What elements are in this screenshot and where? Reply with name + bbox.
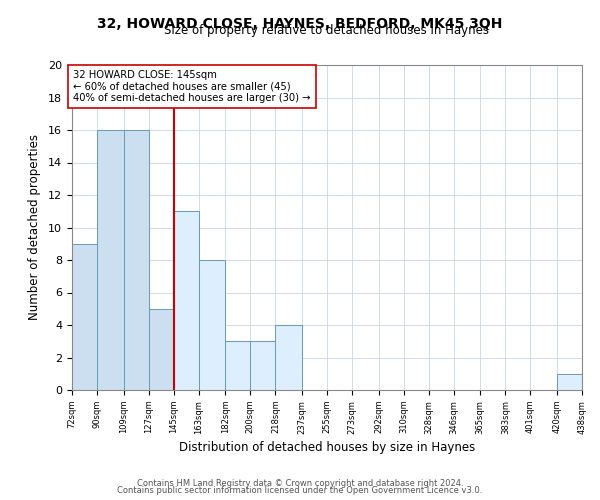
Bar xyxy=(557,374,582,390)
Bar xyxy=(225,341,250,390)
Text: Contains public sector information licensed under the Open Government Licence v3: Contains public sector information licen… xyxy=(118,486,482,495)
Text: Contains HM Land Registry data © Crown copyright and database right 2024.: Contains HM Land Registry data © Crown c… xyxy=(137,478,463,488)
X-axis label: Distribution of detached houses by size in Haynes: Distribution of detached houses by size … xyxy=(179,440,475,454)
Text: 32 HOWARD CLOSE: 145sqm
← 60% of detached houses are smaller (45)
40% of semi-de: 32 HOWARD CLOSE: 145sqm ← 60% of detache… xyxy=(73,70,311,103)
Bar xyxy=(124,130,149,390)
Title: Size of property relative to detached houses in Haynes: Size of property relative to detached ho… xyxy=(164,24,490,38)
Bar xyxy=(199,260,225,390)
Bar xyxy=(174,211,199,390)
Y-axis label: Number of detached properties: Number of detached properties xyxy=(28,134,41,320)
Bar xyxy=(149,308,174,390)
Bar xyxy=(275,325,302,390)
Bar xyxy=(72,244,97,390)
Bar xyxy=(250,341,275,390)
Text: 32, HOWARD CLOSE, HAYNES, BEDFORD, MK45 3QH: 32, HOWARD CLOSE, HAYNES, BEDFORD, MK45 … xyxy=(97,18,503,32)
Bar xyxy=(97,130,124,390)
